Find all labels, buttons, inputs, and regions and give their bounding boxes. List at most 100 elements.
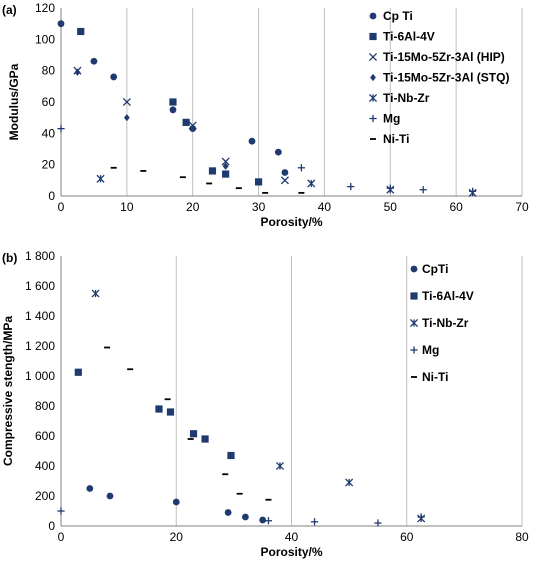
series-mg — [57, 125, 477, 195]
data-point — [74, 368, 82, 376]
legend-entry: Cp Ti — [383, 9, 413, 23]
data-point — [57, 20, 65, 28]
x-tick-label: 70 — [515, 200, 529, 214]
series-ti-nb-zr — [91, 289, 426, 523]
x-tick-label: 60 — [400, 530, 414, 544]
y-tick-label: 200 — [35, 489, 55, 503]
y-tick-label: 1 800 — [25, 249, 55, 263]
data-point — [57, 507, 65, 515]
series-ni-ti — [104, 346, 272, 501]
y-tick-label: 0 — [48, 519, 55, 533]
legend-entry: Mg — [383, 112, 400, 126]
panel-label: (a) — [2, 3, 17, 17]
data-point — [275, 461, 285, 471]
y-tick-label: 80 — [42, 64, 56, 78]
data-point — [57, 125, 65, 133]
series-ni-ti — [110, 166, 305, 194]
y-axis-label: Modulus/GPa — [7, 63, 21, 140]
data-point — [201, 435, 209, 443]
legend-marker — [410, 265, 418, 273]
legend-marker — [369, 32, 377, 41]
y-tick-label: 1 400 — [25, 309, 55, 323]
data-point — [123, 114, 130, 122]
data-point — [224, 509, 232, 516]
y-tick-label: 1 600 — [25, 279, 55, 293]
legend-entry: Ti-6Al-4V — [422, 289, 474, 303]
legend-entry: Ti-Nb-Zr — [383, 91, 430, 105]
legend-marker — [410, 292, 418, 300]
data-point — [374, 519, 382, 527]
series-ti-6al-4v — [74, 368, 235, 460]
y-tick-label: 800 — [35, 399, 55, 413]
data-point — [74, 68, 81, 76]
legend-marker — [369, 12, 377, 20]
data-point — [222, 162, 229, 170]
legend-entry: Ni-Ti — [422, 370, 448, 384]
chart-a: 0 10 20 30 40 50 60 70 0 20 40 60 80 100 120 Porosity/%… — [2, 1, 529, 229]
series-ti-15mo-5zr-3al-stq- — [74, 68, 229, 170]
x-tick-label: 20 — [170, 530, 184, 544]
data-point — [172, 498, 180, 506]
x-axis-label: Porosity/% — [260, 215, 322, 229]
legend-marker — [370, 73, 376, 82]
y-tick-label: 120 — [35, 1, 55, 15]
series-mg — [57, 507, 425, 527]
y-tick-label: 1 200 — [25, 339, 55, 353]
data-point — [274, 148, 282, 156]
data-point — [91, 289, 100, 298]
data-point — [280, 176, 289, 185]
data-point — [248, 137, 256, 145]
legend-marker — [369, 114, 377, 123]
data-point — [297, 164, 305, 172]
legend-marker — [368, 93, 378, 103]
y-tick-label: 400 — [35, 459, 55, 473]
series-ti-6al-4v — [77, 27, 263, 186]
data-point — [345, 478, 354, 487]
y-tick-label: 0 — [48, 189, 55, 203]
data-point — [106, 492, 114, 500]
legend-entry: Ti-15Mo-5Zr-3Al (STQ) — [383, 71, 509, 85]
data-point — [155, 405, 163, 413]
data-point — [417, 513, 425, 521]
x-tick-label: 60 — [449, 200, 463, 214]
x-tick-label: 10 — [120, 200, 134, 214]
data-point — [90, 57, 98, 65]
legend-entry: CpTi — [422, 262, 448, 276]
data-point — [188, 121, 197, 130]
x-axis-label: Porosity/% — [260, 545, 322, 559]
series-cpti — [86, 485, 267, 524]
legend-entry: Mg — [422, 343, 439, 357]
y-tick-label: 600 — [35, 429, 55, 443]
data-point — [110, 73, 118, 81]
data-point — [96, 174, 105, 183]
data-point — [347, 183, 355, 191]
x-tick-label: 0 — [58, 200, 65, 214]
data-point — [386, 184, 394, 192]
series-ti-15mo-5zr-3al-hip- — [73, 66, 289, 185]
legend-entry: Ti-6Al-4V — [383, 30, 435, 44]
data-point — [222, 170, 230, 178]
legend-marker — [368, 52, 378, 62]
legend: CpTi Ti-6Al-4V Ti-Nb-Zr Mg Ni-Ti — [409, 262, 474, 384]
data-point — [259, 516, 267, 524]
data-point — [122, 97, 131, 107]
data-point — [166, 408, 175, 416]
data-point — [169, 98, 177, 106]
y-tick-label: 20 — [42, 158, 56, 172]
data-point — [77, 27, 85, 36]
data-point — [264, 517, 273, 525]
y-tick-label: 60 — [42, 95, 56, 109]
x-tick-label: 20 — [186, 200, 200, 214]
x-tick-label: 80 — [515, 530, 529, 544]
series-cp-ti — [57, 20, 289, 176]
data-point — [227, 451, 235, 460]
x-tick-label: 40 — [318, 200, 332, 214]
y-tick-label: 40 — [42, 126, 56, 140]
x-tick-label: 0 — [58, 530, 65, 544]
data-point — [182, 118, 190, 126]
legend-marker — [409, 318, 419, 328]
data-point — [221, 157, 230, 166]
data-point — [254, 178, 263, 186]
